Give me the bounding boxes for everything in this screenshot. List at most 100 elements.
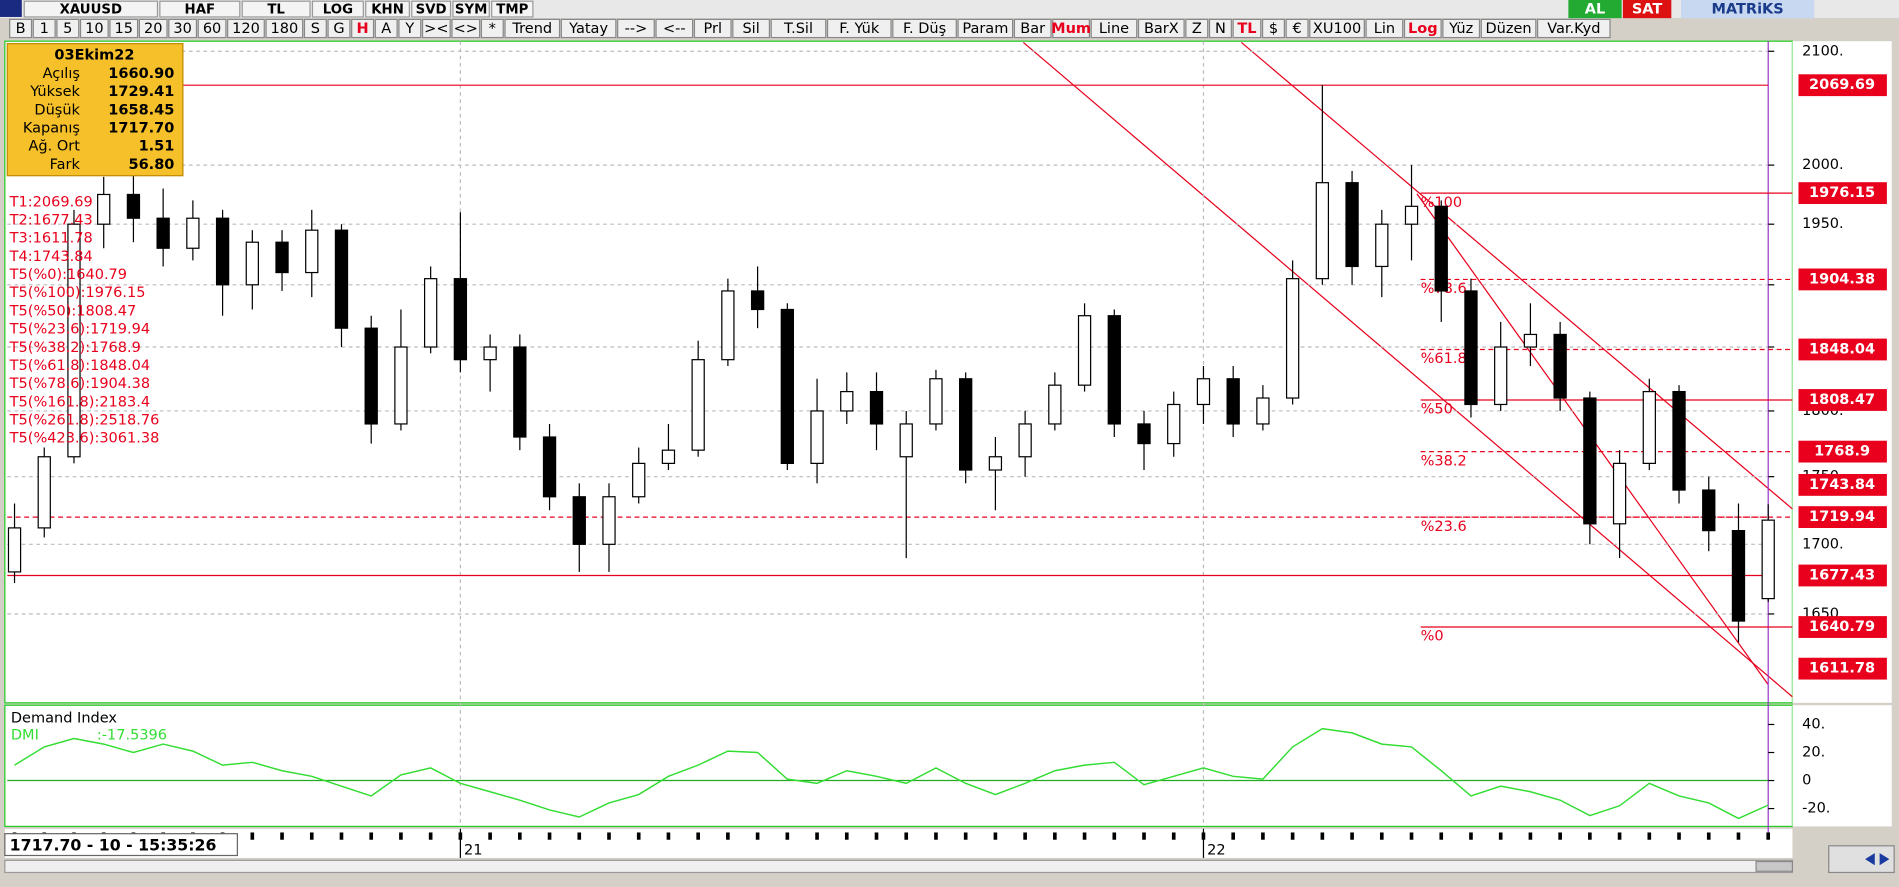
toolbar-button[interactable]: [1285, 18, 1309, 39]
toolbar-button-label[interactable]: Mum: [1051, 21, 1091, 37]
toolbar-button[interactable]: [1480, 18, 1537, 39]
toolbar-button[interactable]: [374, 18, 398, 39]
toolbar-button-label[interactable]: H: [357, 21, 369, 37]
toolbar-button-label[interactable]: Bar: [1020, 21, 1045, 37]
toolbar-button-label[interactable]: 1: [40, 21, 49, 37]
toolbar-button[interactable]: [957, 18, 1014, 39]
top-button-label[interactable]: SYM: [455, 3, 487, 18]
toolbar-button-label[interactable]: Lin: [1374, 21, 1395, 37]
toolbar-button-label[interactable]: $: [1269, 21, 1278, 37]
toolbar-button-label[interactable]: <>: [454, 21, 478, 37]
toolbar-button-label[interactable]: F. Yük: [839, 21, 880, 37]
trade-button[interactable]: [1681, 0, 1815, 19]
toolbar-button-label[interactable]: G: [333, 21, 344, 37]
toolbar-button-label[interactable]: -->: [625, 21, 648, 37]
toolbar-button-label[interactable]: A: [381, 21, 391, 37]
scrollbar[interactable]: [4, 859, 1794, 874]
toolbar-button-label[interactable]: 120: [232, 21, 260, 37]
toolbar-button[interactable]: [1232, 18, 1262, 39]
toolbar-button[interactable]: [351, 18, 375, 39]
toolbar-button-label[interactable]: S: [311, 21, 320, 37]
top-button-label[interactable]: HAF: [185, 3, 216, 18]
toolbar-button[interactable]: [892, 18, 957, 39]
toolbar-button-label[interactable]: Prl: [703, 21, 721, 37]
toolbar-button-label[interactable]: B: [16, 21, 26, 37]
toolbar-button[interactable]: [655, 18, 694, 39]
toolbar-button-label[interactable]: Yüz: [1448, 21, 1473, 37]
toolbar-button[interactable]: [1052, 18, 1090, 39]
toolbar-button[interactable]: [303, 18, 327, 39]
toolbar-button[interactable]: [398, 18, 422, 39]
toolbar-button[interactable]: [617, 18, 655, 39]
top-button[interactable]: [491, 0, 534, 18]
trade-button-label[interactable]: MATRiKS: [1711, 2, 1783, 18]
toolbar-button[interactable]: [770, 18, 827, 39]
toolbar-button[interactable]: [1208, 18, 1232, 39]
toolbar-button[interactable]: [732, 18, 771, 39]
toolbar-button[interactable]: [227, 18, 265, 39]
top-button[interactable]: [411, 0, 452, 18]
toolbar-button-label[interactable]: 180: [271, 21, 299, 37]
toolbar-button-label[interactable]: Y: [404, 21, 414, 37]
toolbar-button[interactable]: [1013, 18, 1052, 39]
toolbar-button[interactable]: [1090, 18, 1138, 39]
toolbar-button-label[interactable]: ><: [424, 21, 448, 37]
toolbar-button-label[interactable]: Line: [1099, 21, 1129, 37]
scroll-thumb[interactable]: [1755, 860, 1794, 872]
top-button-label[interactable]: KHN: [371, 3, 404, 18]
top-button[interactable]: [23, 0, 159, 18]
toolbar-button[interactable]: [79, 18, 109, 39]
toolbar-button[interactable]: [826, 18, 892, 39]
top-button[interactable]: [365, 0, 410, 18]
toolbar-button-label[interactable]: €: [1292, 21, 1301, 37]
toolbar-button-label[interactable]: 60: [203, 21, 221, 37]
toolbar-button[interactable]: [693, 18, 732, 39]
top-button[interactable]: [452, 0, 490, 18]
toolbar-button-label[interactable]: BarX: [1144, 21, 1179, 37]
toolbar-button-label[interactable]: 20: [144, 21, 162, 37]
trade-button[interactable]: [1568, 0, 1622, 19]
trade-button-label[interactable]: AL: [1585, 2, 1605, 18]
toolbar-button-label[interactable]: Trend: [511, 21, 552, 37]
toolbar-button-label[interactable]: 15: [115, 21, 133, 37]
toolbar-button[interactable]: [1442, 18, 1481, 39]
nav-arrows[interactable]: [1865, 853, 1890, 866]
toolbar-button-label[interactable]: Yatay: [568, 21, 608, 37]
toolbar-button-label[interactable]: Param: [962, 21, 1008, 37]
toolbar-button-label[interactable]: Düzen: [1485, 21, 1531, 37]
toolbar-button-label[interactable]: Var.Kyd: [1547, 21, 1600, 37]
toolbar-button-label[interactable]: *: [489, 21, 496, 37]
toolbar-button-label[interactable]: Sil: [742, 21, 759, 37]
toolbar-button[interactable]: [421, 18, 451, 39]
toolbar-button[interactable]: [168, 18, 198, 39]
toolbar-button-label[interactable]: <--: [663, 21, 686, 37]
toolbar-button[interactable]: [56, 18, 80, 39]
toolbar-button[interactable]: [1403, 18, 1442, 39]
toolbar-button[interactable]: [480, 18, 504, 39]
toolbar-button[interactable]: [109, 18, 139, 39]
top-button[interactable]: [159, 0, 241, 18]
top-button[interactable]: [241, 0, 311, 18]
toolbar-button[interactable]: [32, 18, 56, 39]
toolbar-button-label[interactable]: T.Sil: [783, 21, 813, 37]
trade-button-label[interactable]: SAT: [1632, 2, 1663, 18]
toolbar-button-label[interactable]: 5: [63, 21, 72, 37]
top-button-label[interactable]: XAUUSD: [60, 3, 122, 18]
toolbar-button[interactable]: [138, 18, 168, 39]
toolbar-button-label[interactable]: N: [1215, 21, 1226, 37]
toolbar-button[interactable]: [197, 18, 227, 39]
toolbar-button-label[interactable]: 30: [173, 21, 191, 37]
toolbar-button[interactable]: [1137, 18, 1185, 39]
toolbar-button[interactable]: [327, 18, 351, 39]
toolbar-button[interactable]: [9, 18, 33, 39]
top-button-label[interactable]: TL: [267, 3, 285, 18]
toolbar-button-label[interactable]: Log: [1408, 21, 1438, 37]
toolbar-button-label[interactable]: XU100: [1313, 21, 1361, 37]
toolbar-button[interactable]: [1365, 18, 1404, 39]
toolbar-button[interactable]: [1309, 18, 1365, 39]
toolbar-button[interactable]: [1537, 18, 1611, 39]
toolbar-button[interactable]: [1261, 18, 1285, 39]
top-button-label[interactable]: TMP: [496, 3, 528, 18]
top-button-label[interactable]: SVD: [416, 3, 447, 18]
toolbar-button[interactable]: [504, 18, 561, 39]
